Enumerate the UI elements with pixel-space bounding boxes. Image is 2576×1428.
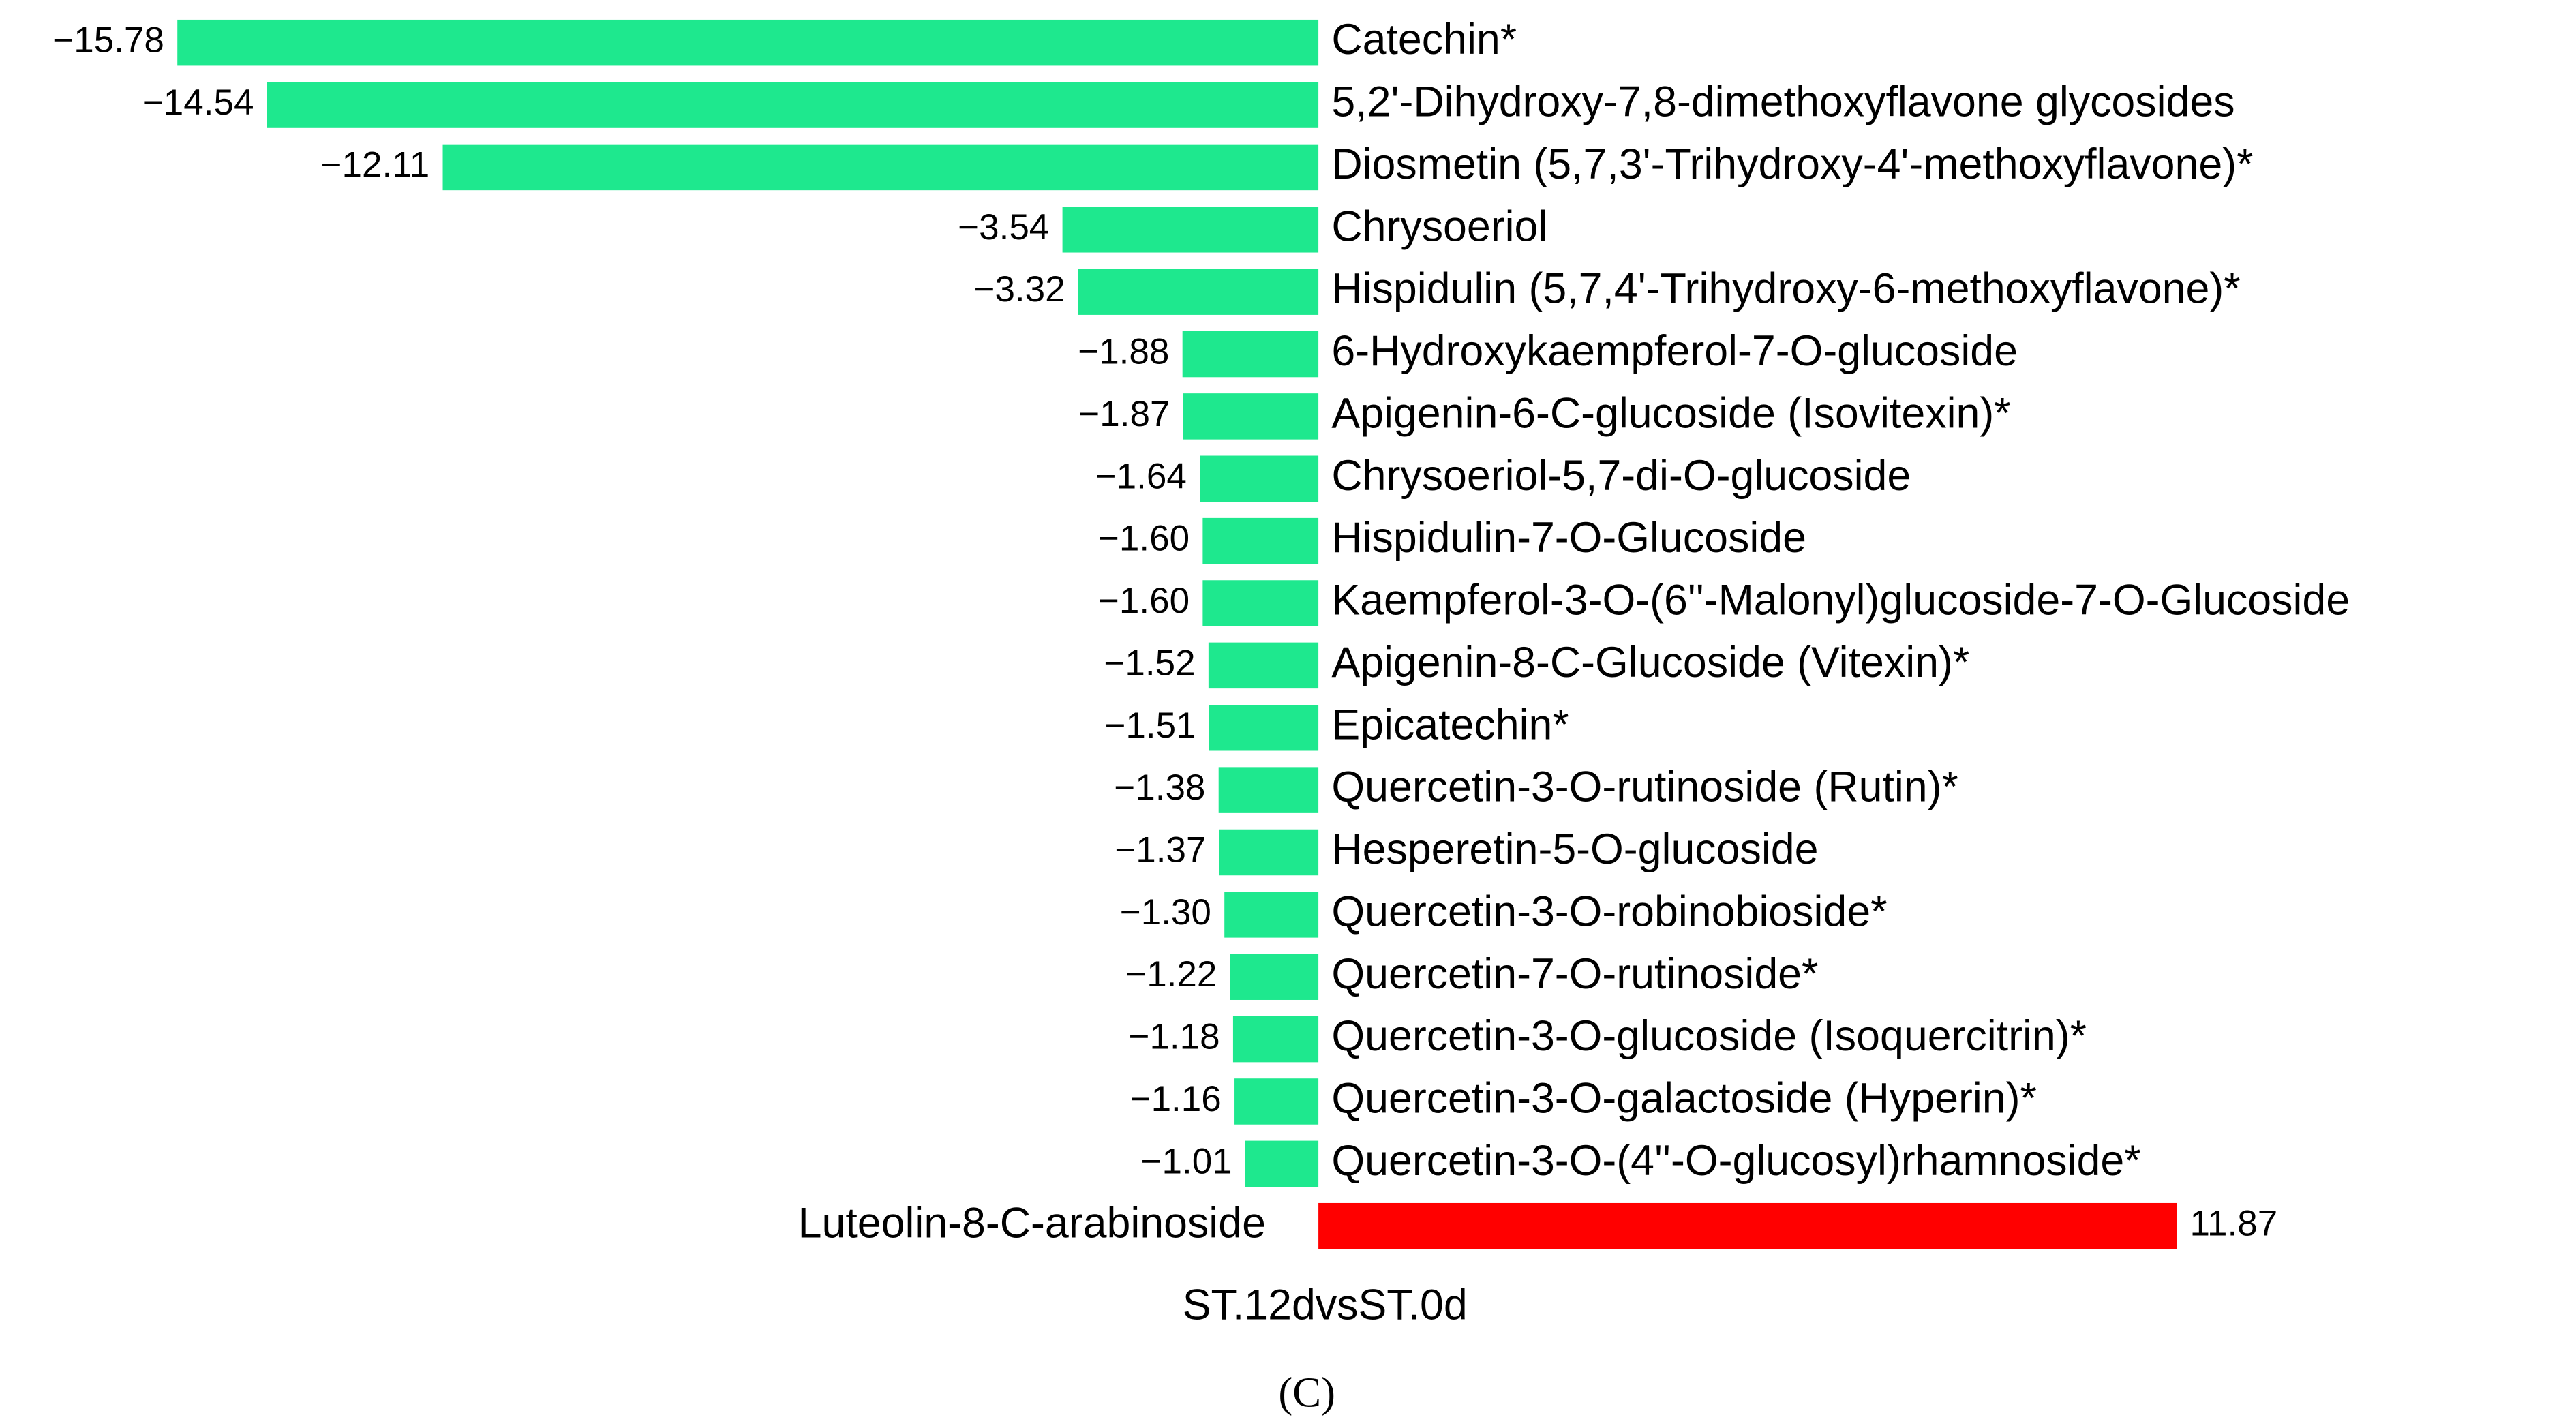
category-label: Quercetin-3-O-galactoside (Hyperin)* xyxy=(1331,1075,2036,1123)
category-label: Chrysoeriol xyxy=(1331,202,1547,250)
value-label: −1.52 xyxy=(1104,643,1195,683)
value-label: 11.87 xyxy=(2190,1204,2278,1244)
bar xyxy=(1234,1078,1319,1125)
category-label: 5,2'-Dihydroxy-7,8-dimethoxyflavone glyc… xyxy=(1331,78,2234,126)
category-label: Hispidulin (5,7,4'-Trihydroxy-6-methoxyf… xyxy=(1331,265,2240,313)
value-label: −1.87 xyxy=(1078,394,1170,434)
bar xyxy=(1219,829,1319,876)
category-label: Quercetin-7-O-rutinoside* xyxy=(1331,950,1818,998)
value-label: −1.16 xyxy=(1130,1079,1222,1119)
category-label: Quercetin-3-O-robinobioside* xyxy=(1331,887,1887,935)
bar xyxy=(1202,580,1319,626)
bar xyxy=(1078,269,1319,315)
bar xyxy=(1208,642,1319,689)
value-label: −1.60 xyxy=(1098,519,1189,559)
value-label: −3.54 xyxy=(958,207,1049,247)
value-label: −1.30 xyxy=(1120,892,1211,932)
category-label: Luteolin-8-C-arabinoside xyxy=(798,1199,1266,1247)
caption: (C) xyxy=(1278,1369,1335,1416)
category-label: 6-Hydroxykaempferol-7-O-glucoside xyxy=(1331,327,2018,375)
bar xyxy=(1202,517,1319,564)
bar xyxy=(1230,954,1319,1000)
value-label: −1.38 xyxy=(1114,768,1205,808)
value-label: −1.22 xyxy=(1125,954,1217,994)
bar xyxy=(1318,1202,2177,1249)
category-label: Quercetin-3-O-rutinoside (Rutin)* xyxy=(1331,763,1958,811)
value-label: −1.64 xyxy=(1095,456,1187,496)
bar xyxy=(1200,455,1319,502)
category-label: Apigenin-6-C-glucoside (Isovitexin)* xyxy=(1331,389,2010,437)
category-label: Hispidulin-7-O-Glucoside xyxy=(1331,514,1806,562)
bar xyxy=(1209,704,1319,751)
x-axis-label: ST.12dvsST.0d xyxy=(1183,1281,1468,1329)
value-label: −12.11 xyxy=(321,145,430,185)
value-label: −1.51 xyxy=(1104,705,1196,746)
bar xyxy=(1218,767,1319,813)
value-label: −14.54 xyxy=(142,82,254,123)
category-label: Diosmetin (5,7,3'-Trihydroxy-4'-methoxyf… xyxy=(1331,140,2253,188)
bar xyxy=(1062,207,1319,253)
bar xyxy=(442,144,1319,191)
value-label: −1.88 xyxy=(1078,332,1169,372)
category-label: Hesperetin-5-O-glucoside xyxy=(1331,825,1818,873)
bar xyxy=(1182,331,1319,378)
category-label: Quercetin-3-O-(4''-O-glucosyl)rhamnoside… xyxy=(1331,1137,2140,1185)
value-label: −1.60 xyxy=(1098,581,1189,621)
category-label: Quercetin-3-O-glucoside (Isoquercitrin)* xyxy=(1331,1012,2087,1060)
category-label: Chrysoeriol-5,7-di-O-glucoside xyxy=(1331,452,1911,500)
value-label: −1.18 xyxy=(1128,1017,1219,1057)
bar xyxy=(1245,1140,1319,1187)
bar xyxy=(1232,1016,1319,1063)
value-label: −1.01 xyxy=(1141,1141,1232,1181)
bar xyxy=(1224,892,1319,938)
category-label: Apigenin-8-C-Glucoside (Vitexin)* xyxy=(1331,639,1969,686)
value-label: −3.32 xyxy=(973,269,1065,309)
bar xyxy=(177,19,1319,66)
value-label: −1.37 xyxy=(1115,830,1206,870)
category-label: Catechin* xyxy=(1331,16,1517,63)
category-label: Epicatechin* xyxy=(1331,701,1569,748)
bar xyxy=(1183,393,1319,440)
value-label: −15.78 xyxy=(52,20,164,61)
category-label: Kaempferol-3-O-(6''-Malonyl)glucoside-7-… xyxy=(1331,577,2350,624)
bar xyxy=(267,82,1319,128)
